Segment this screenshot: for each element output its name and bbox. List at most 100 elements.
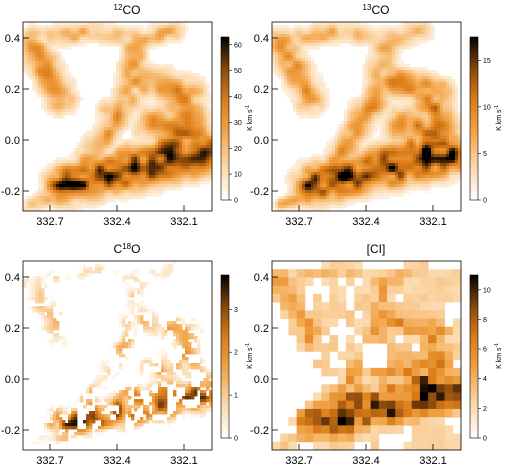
map-pixel <box>113 112 117 116</box>
map-pixel <box>374 112 378 116</box>
map-pixel <box>401 127 405 131</box>
map-pixel <box>143 112 147 116</box>
map-pixel <box>116 97 120 101</box>
map-pixel <box>347 37 351 41</box>
map-pixel <box>290 49 294 53</box>
map-pixel <box>80 22 84 26</box>
map-pixel <box>56 109 60 113</box>
map-pixel <box>311 181 315 185</box>
map-pixel <box>380 28 384 32</box>
map-pixel <box>377 52 381 56</box>
map-pixel <box>341 127 345 131</box>
map-pixel <box>407 145 411 149</box>
map-pixel <box>134 58 138 62</box>
map-pixel <box>305 31 309 35</box>
map-pixel <box>398 85 402 89</box>
map-pixel <box>404 22 408 26</box>
map-pixel <box>92 139 96 143</box>
map-pixel <box>392 31 396 35</box>
map-pixel <box>371 28 375 32</box>
map-pixel <box>377 34 381 38</box>
map-pixel <box>197 184 201 188</box>
map-pixel <box>182 127 186 131</box>
map-pixel <box>128 40 132 44</box>
map-pixel <box>389 124 393 128</box>
map-pixel <box>86 175 90 179</box>
map-pixel <box>32 61 36 65</box>
map-pixel <box>320 109 324 113</box>
map-pixel <box>68 73 72 77</box>
map-pixel <box>317 115 321 119</box>
map-pixel <box>107 145 111 149</box>
map-pixel <box>359 139 363 143</box>
map-pixel <box>179 130 183 134</box>
map-pixel <box>29 43 33 47</box>
map-pixel <box>65 208 69 212</box>
map-pixel <box>65 31 69 35</box>
map-pixel <box>182 166 186 170</box>
map-pixel <box>65 22 69 26</box>
map-pixel <box>305 196 309 200</box>
emission-map-13co <box>272 22 462 212</box>
map-pixel <box>416 88 420 92</box>
map-pixel <box>356 28 360 32</box>
map-pixel <box>134 76 138 80</box>
map-pixel <box>35 37 39 41</box>
map-pixel <box>176 145 180 149</box>
map-pixel <box>47 109 51 113</box>
map-pixel <box>317 106 321 110</box>
map-pixel <box>107 133 111 137</box>
map-pixel <box>287 208 291 212</box>
map-pixel <box>122 73 126 77</box>
map-pixel <box>359 175 363 179</box>
map-pixel <box>359 22 363 26</box>
map-pixel <box>134 193 138 197</box>
map-pixel <box>32 34 36 38</box>
map-pixel <box>146 40 150 44</box>
map-pixel <box>407 97 411 101</box>
map-pixel <box>83 199 87 203</box>
map-pixel <box>149 103 153 107</box>
map-pixel <box>314 70 318 74</box>
map-pixel <box>290 205 294 209</box>
map-pixel <box>320 112 324 116</box>
map-pixel <box>311 163 315 167</box>
map-pixel <box>155 97 159 101</box>
map-pixel <box>365 70 369 74</box>
map-pixel <box>134 172 138 176</box>
map-pixel <box>59 91 63 95</box>
map-pixel <box>293 208 297 212</box>
map-pixel <box>143 85 147 89</box>
panel-title-12co: 12CO <box>114 3 141 17</box>
map-pixel <box>95 133 99 137</box>
map-pixel <box>329 160 333 164</box>
map-pixel <box>275 202 279 206</box>
map-pixel <box>116 154 120 158</box>
map-pixel <box>182 181 186 185</box>
map-pixel <box>77 91 81 95</box>
map-pixel <box>284 181 288 185</box>
map-pixel <box>110 100 114 104</box>
map-pixel <box>410 154 414 158</box>
map-pixel <box>179 154 183 158</box>
map-pixel <box>56 49 60 53</box>
map-pixel <box>302 166 306 170</box>
map-pixel <box>338 205 342 209</box>
map-pixel <box>296 64 300 68</box>
map-pixel <box>326 106 330 110</box>
map-pixel <box>161 85 165 89</box>
map-pixel <box>302 196 306 200</box>
map-pixel <box>53 163 57 167</box>
map-pixel <box>410 31 414 35</box>
map-pixel <box>332 169 336 173</box>
map-pixel <box>161 73 165 77</box>
map-pixel <box>128 103 132 107</box>
map-pixel <box>407 166 411 170</box>
map-pixel <box>134 187 138 191</box>
map-pixel <box>80 172 84 176</box>
map-pixel <box>368 169 372 173</box>
map-pixel <box>293 31 297 35</box>
map-pixel <box>317 88 321 92</box>
map-pixel <box>107 115 111 119</box>
map-pixel <box>56 181 60 185</box>
